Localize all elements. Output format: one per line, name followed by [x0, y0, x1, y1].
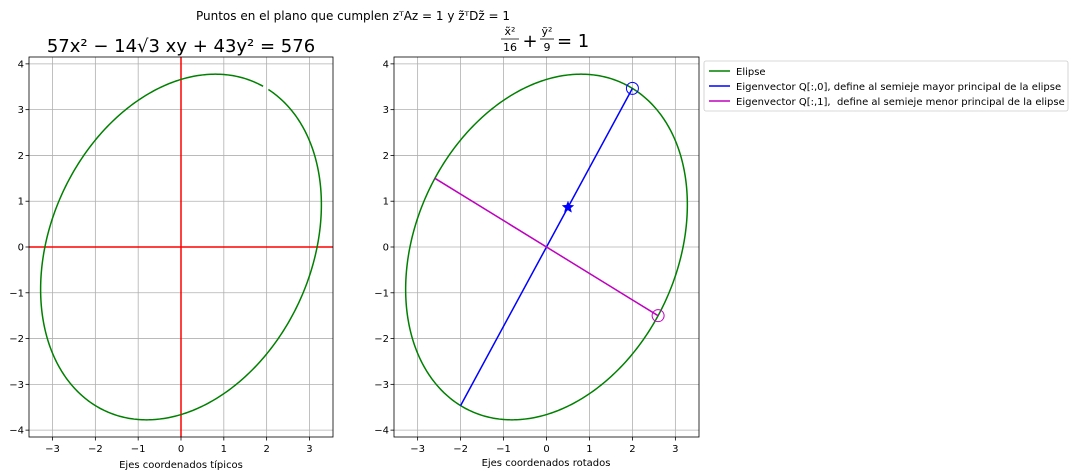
left-x-tick-label: 0 — [178, 444, 184, 455]
right-x-tick-label: 0 — [543, 444, 549, 455]
right-y-tick-label: 4 — [383, 59, 389, 70]
right-x-tick-label: −3 — [410, 444, 425, 455]
left-y-tick-label: 3 — [18, 105, 24, 116]
right-title-den2: 9 — [544, 41, 551, 54]
left-x-tick-label: 3 — [306, 444, 312, 455]
right-y-tick-label: 2 — [383, 151, 389, 162]
legend-label-eigenvector-0: Eigenvector Q[:,0], define al semieje ma… — [736, 82, 1061, 93]
left-y-tick-label: 0 — [18, 243, 24, 254]
left-plot-title: 57x² − 14√3 xy + 43y² = 576 — [47, 36, 315, 57]
right-y-tick-label: 1 — [383, 197, 389, 208]
eigenvector-0-star-marker — [561, 200, 575, 213]
right-x-tick-label: −2 — [453, 444, 468, 455]
legend-box — [703, 60, 1069, 112]
right-plot-title: x̃² 16 + ỹ² 9 = 1 — [501, 25, 589, 54]
left-y-tick-label: −2 — [9, 334, 24, 345]
left-x-tick-label: −1 — [131, 444, 146, 455]
left-x-tick-label: 1 — [221, 444, 227, 455]
left-y-tick-label: −1 — [9, 288, 24, 299]
eigenvector-1-endpoint-marker — [651, 309, 665, 323]
subplot-right: x̃² 16 + ỹ² 9 = 1 −3 −2 −1 0 1 2 3 −4 −3 −2 −1 0 1 2 3… — [374, 25, 700, 469]
subplot-left: 57x² − 14√3 xy + 43y² = 576 −3 −2 −1 0 1 2 3 −4… — [9, 36, 334, 471]
right-title-eq: = 1 — [557, 31, 589, 52]
right-x-axis-label: Ejes coordenados rotados — [482, 458, 611, 469]
left-plot-content — [29, 57, 333, 437]
left-ellipse-curve — [39, 73, 323, 421]
right-y-tick-label: −2 — [374, 334, 389, 345]
right-plot-content — [404, 73, 689, 421]
right-y-tick-label: −1 — [374, 288, 389, 299]
right-y-tick-label: 0 — [383, 243, 389, 254]
right-x-tick-label: −1 — [496, 444, 511, 455]
right-title-num2: ỹ² — [542, 25, 553, 38]
right-ellipse-curve — [404, 73, 689, 421]
left-y-tick-label: 4 — [18, 59, 24, 70]
left-y-tick-label: −3 — [9, 380, 24, 391]
left-ticks: −3 −2 −1 0 1 2 3 −4 −3 −2 −1 0 1 2 3 4 — [9, 59, 312, 455]
legend-label-elipse: Elipse — [736, 67, 766, 78]
right-x-tick-label: 2 — [629, 444, 635, 455]
right-title-plus: + — [522, 31, 537, 52]
right-grid — [394, 57, 699, 437]
left-x-axis-label: Ejes coordenados típicos — [119, 459, 243, 471]
figure-suptitle: Puntos en el plano que cumplen zᵀAz = 1 … — [196, 9, 510, 23]
right-y-tick-label: 3 — [383, 105, 389, 116]
right-x-tick-label: 1 — [586, 444, 592, 455]
legend: Elipse Eigenvector Q[:,0], define al sem… — [703, 60, 1069, 112]
left-x-tick-label: −2 — [88, 444, 103, 455]
left-x-tick-label: 2 — [263, 444, 269, 455]
left-x-tick-label: −3 — [45, 444, 60, 455]
right-title-den1: 16 — [503, 41, 517, 54]
eigenvector-0-endpoint-marker — [625, 81, 639, 95]
right-ticks: −3 −2 −1 0 1 2 3 −4 −3 −2 −1 0 1 2 3 4 — [374, 59, 678, 455]
right-x-tick-label: 3 — [672, 444, 678, 455]
eigenvector-1-line — [434, 177, 659, 317]
right-y-tick-label: −3 — [374, 380, 389, 391]
left-y-tick-label: 2 — [18, 151, 24, 162]
legend-label-eigenvector-1: Eigenvector Q[:,1], define al semieje me… — [736, 97, 1065, 108]
left-y-tick-label: −4 — [9, 426, 24, 437]
right-title-num1: x̃² — [505, 25, 516, 38]
right-y-tick-label: −4 — [374, 426, 389, 437]
left-y-tick-label: 1 — [18, 197, 24, 208]
